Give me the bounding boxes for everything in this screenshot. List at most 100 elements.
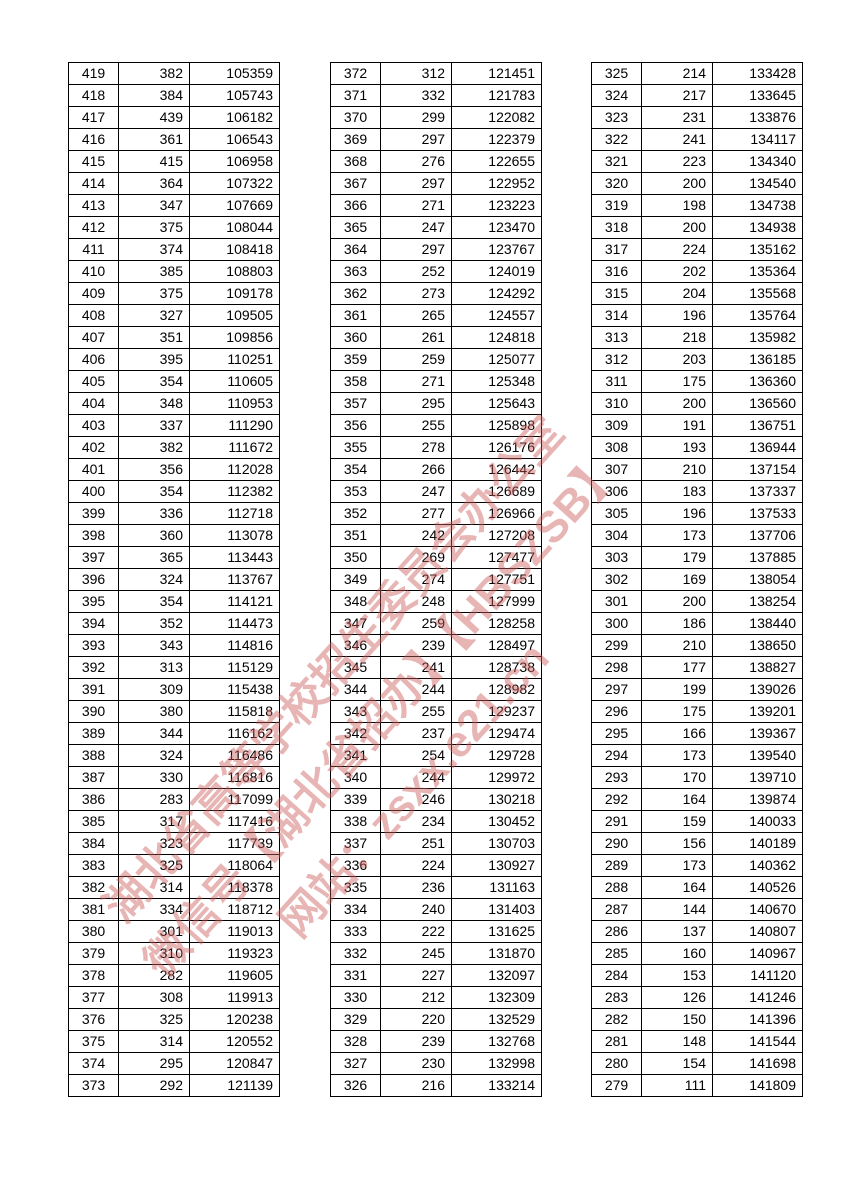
table-row: 397 365 113443 bbox=[68, 546, 280, 569]
table-cell: 138254 bbox=[712, 590, 803, 613]
table-cell: 261 bbox=[380, 326, 452, 349]
table-cell: 284 bbox=[591, 964, 642, 987]
table-cell: 356 bbox=[330, 414, 381, 437]
table-cell: 274 bbox=[380, 568, 452, 591]
table-cell: 140967 bbox=[712, 942, 803, 965]
score-table: 419 382 105359 418 384 105743 417 439 106182 416 3… bbox=[68, 62, 280, 1097]
table-cell: 109178 bbox=[189, 282, 280, 305]
table-cell: 400 bbox=[68, 480, 119, 503]
table-cell: 289 bbox=[591, 854, 642, 877]
table-cell: 241 bbox=[641, 128, 713, 151]
table-row: 381 334 118712 bbox=[68, 898, 280, 921]
table-row: 366 271 123223 bbox=[330, 194, 542, 217]
table-row: 290 156 140189 bbox=[591, 832, 803, 855]
table-cell: 111 bbox=[641, 1074, 713, 1097]
table-cell: 340 bbox=[330, 766, 381, 789]
table-cell: 297 bbox=[380, 238, 452, 261]
table-cell: 338 bbox=[330, 810, 381, 833]
table-cell: 299 bbox=[591, 634, 642, 657]
table-row: 327 230 132998 bbox=[330, 1052, 542, 1075]
table-row: 363 252 124019 bbox=[330, 260, 542, 283]
table-row: 289 173 140362 bbox=[591, 854, 803, 877]
table-cell: 137337 bbox=[712, 480, 803, 503]
table-row: 330 212 132309 bbox=[330, 986, 542, 1009]
table-row: 370 299 122082 bbox=[330, 106, 542, 129]
table-cell: 382 bbox=[118, 62, 190, 85]
table-row: 282 150 141396 bbox=[591, 1008, 803, 1031]
table-cell: 343 bbox=[330, 700, 381, 723]
table-row: 344 244 128982 bbox=[330, 678, 542, 701]
table-cell: 343 bbox=[118, 634, 190, 657]
table-row: 323 231 133876 bbox=[591, 106, 803, 129]
table-cell: 334 bbox=[118, 898, 190, 921]
table-row: 279 111 141809 bbox=[591, 1074, 803, 1097]
table-cell: 166 bbox=[641, 722, 713, 745]
table-row: 322 241 134117 bbox=[591, 128, 803, 151]
table-cell: 131403 bbox=[451, 898, 542, 921]
table-cell: 245 bbox=[380, 942, 452, 965]
table-cell: 109505 bbox=[189, 304, 280, 327]
table-cell: 380 bbox=[118, 700, 190, 723]
table-row: 418 384 105743 bbox=[68, 84, 280, 107]
table-cell: 293 bbox=[591, 766, 642, 789]
table-cell: 126 bbox=[641, 986, 713, 1009]
table-cell: 139367 bbox=[712, 722, 803, 745]
table-cell: 112382 bbox=[189, 480, 280, 503]
table-row: 374 295 120847 bbox=[68, 1052, 280, 1075]
table-row: 356 255 125898 bbox=[330, 414, 542, 437]
table-cell: 119323 bbox=[189, 942, 280, 965]
table-row: 394 352 114473 bbox=[68, 612, 280, 635]
table-cell: 248 bbox=[380, 590, 452, 613]
table-cell: 266 bbox=[380, 458, 452, 481]
table-row: 346 239 128497 bbox=[330, 634, 542, 657]
table-row: 378 282 119605 bbox=[68, 964, 280, 987]
table-cell: 110251 bbox=[189, 348, 280, 371]
table-cell: 120238 bbox=[189, 1008, 280, 1031]
table-cell: 138650 bbox=[712, 634, 803, 657]
table-row: 288 164 140526 bbox=[591, 876, 803, 899]
table-cell: 356 bbox=[118, 458, 190, 481]
table-cell: 360 bbox=[330, 326, 381, 349]
table-cell: 175 bbox=[641, 370, 713, 393]
table-cell: 113443 bbox=[189, 546, 280, 569]
table-cell: 307 bbox=[591, 458, 642, 481]
table-cell: 384 bbox=[68, 832, 119, 855]
table-cell: 115818 bbox=[189, 700, 280, 723]
table-row: 303 179 137885 bbox=[591, 546, 803, 569]
table-cell: 224 bbox=[380, 854, 452, 877]
table-row: 354 266 126442 bbox=[330, 458, 542, 481]
table-cell: 273 bbox=[380, 282, 452, 305]
table-cell: 322 bbox=[591, 128, 642, 151]
table-cell: 115129 bbox=[189, 656, 280, 679]
table-cell: 135162 bbox=[712, 238, 803, 261]
table-cell: 372 bbox=[330, 62, 381, 85]
table-row: 403 337 111290 bbox=[68, 414, 280, 437]
table-cell: 354 bbox=[118, 480, 190, 503]
table-cell: 349 bbox=[330, 568, 381, 591]
table-cell: 297 bbox=[380, 128, 452, 151]
table-cell: 240 bbox=[380, 898, 452, 921]
table-row: 369 297 122379 bbox=[330, 128, 542, 151]
table-row: 298 177 138827 bbox=[591, 656, 803, 679]
table-cell: 415 bbox=[118, 150, 190, 173]
table-cell: 287 bbox=[591, 898, 642, 921]
table-cell: 114816 bbox=[189, 634, 280, 657]
table-row: 337 251 130703 bbox=[330, 832, 542, 855]
table-row: 408 327 109505 bbox=[68, 304, 280, 327]
table-row: 333 222 131625 bbox=[330, 920, 542, 943]
table-cell: 247 bbox=[380, 216, 452, 239]
table-cell: 315 bbox=[591, 282, 642, 305]
table-cell: 346 bbox=[330, 634, 381, 657]
table-row: 316 202 135364 bbox=[591, 260, 803, 283]
table-cell: 223 bbox=[641, 150, 713, 173]
table-row: 304 173 137706 bbox=[591, 524, 803, 547]
table-cell: 389 bbox=[68, 722, 119, 745]
table-row: 300 186 138440 bbox=[591, 612, 803, 635]
table-cell: 222 bbox=[380, 920, 452, 943]
table-cell: 241 bbox=[380, 656, 452, 679]
table-cell: 377 bbox=[68, 986, 119, 1009]
table-cell: 244 bbox=[380, 766, 452, 789]
table-cell: 133214 bbox=[451, 1074, 542, 1097]
table-cell: 327 bbox=[118, 304, 190, 327]
table-row: 380 301 119013 bbox=[68, 920, 280, 943]
